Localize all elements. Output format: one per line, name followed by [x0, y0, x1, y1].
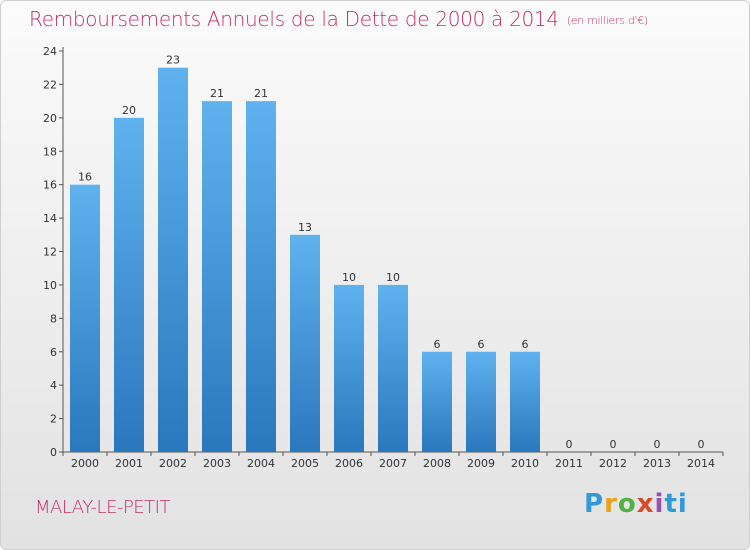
chart-title-text: Remboursements Annuels de la Dette de 20…: [29, 7, 559, 31]
data-label-2014: 0: [698, 438, 705, 451]
x-tick-label-2002: 2002: [159, 457, 187, 470]
x-tick-label-2004: 2004: [247, 457, 275, 470]
y-tick-label: 22: [43, 78, 57, 91]
data-label-2013: 0: [654, 438, 661, 451]
x-tick-label-2007: 2007: [379, 457, 407, 470]
data-label-2004: 21: [254, 87, 268, 100]
y-tick-label: 4: [50, 379, 57, 392]
data-label-2012: 0: [610, 438, 617, 451]
data-label-2009: 6: [478, 338, 485, 351]
bar-2004: [246, 101, 276, 452]
data-label-2005: 13: [298, 221, 312, 234]
data-label-2006: 10: [342, 271, 356, 284]
x-tick-label-2005: 2005: [291, 457, 319, 470]
data-label-2010: 6: [522, 338, 529, 351]
y-tick-label: 20: [43, 112, 57, 125]
chart-title: Remboursements Annuels de la Dette de 20…: [29, 7, 648, 31]
x-tick-label-2010: 2010: [511, 457, 539, 470]
proxiti-logo: Proxiti: [584, 489, 688, 519]
y-tick-label: 0: [50, 446, 57, 459]
bar-2001: [114, 117, 144, 452]
y-tick-label: 2: [50, 413, 57, 426]
x-tick-label-2001: 2001: [115, 457, 143, 470]
data-label-2011: 0: [566, 438, 573, 451]
data-label-2001: 20: [122, 104, 136, 117]
y-tick-label: 8: [50, 312, 57, 325]
x-tick-label-2000: 2000: [71, 457, 99, 470]
bar-2008: [422, 351, 452, 452]
y-tick-label: 6: [50, 346, 57, 359]
x-tick-label-2008: 2008: [423, 457, 451, 470]
bar-2005: [290, 234, 320, 452]
data-label-2000: 16: [78, 171, 92, 184]
y-tick-label: 12: [43, 246, 57, 259]
commune-name: MALAY-LE-PETIT: [35, 497, 170, 518]
bar-2010: [510, 351, 540, 452]
chart-unit-label: (en milliers d'€): [566, 14, 648, 27]
data-label-2007: 10: [386, 271, 400, 284]
bar-2006: [334, 284, 364, 452]
bar-2007: [378, 284, 408, 452]
x-tick-label-2003: 2003: [203, 457, 231, 470]
x-tick-label-2012: 2012: [599, 457, 627, 470]
y-tick-label: 18: [43, 145, 57, 158]
y-tick-label: 14: [43, 212, 57, 225]
y-tick-label: 10: [43, 279, 57, 292]
x-tick-label-2014: 2014: [687, 457, 715, 470]
y-tick-label: 16: [43, 179, 57, 192]
bar-2002: [158, 67, 188, 452]
bar-2000: [70, 184, 100, 452]
x-tick-label-2011: 2011: [555, 457, 583, 470]
x-tick-label-2009: 2009: [467, 457, 495, 470]
x-tick-label-2013: 2013: [643, 457, 671, 470]
y-tick-label: 24: [43, 45, 57, 58]
x-tick-label-2006: 2006: [335, 457, 363, 470]
data-label-2003: 21: [210, 87, 224, 100]
data-label-2002: 23: [166, 54, 180, 67]
bar-2003: [202, 101, 232, 452]
bar-2009: [466, 351, 496, 452]
data-label-2008: 6: [434, 338, 441, 351]
